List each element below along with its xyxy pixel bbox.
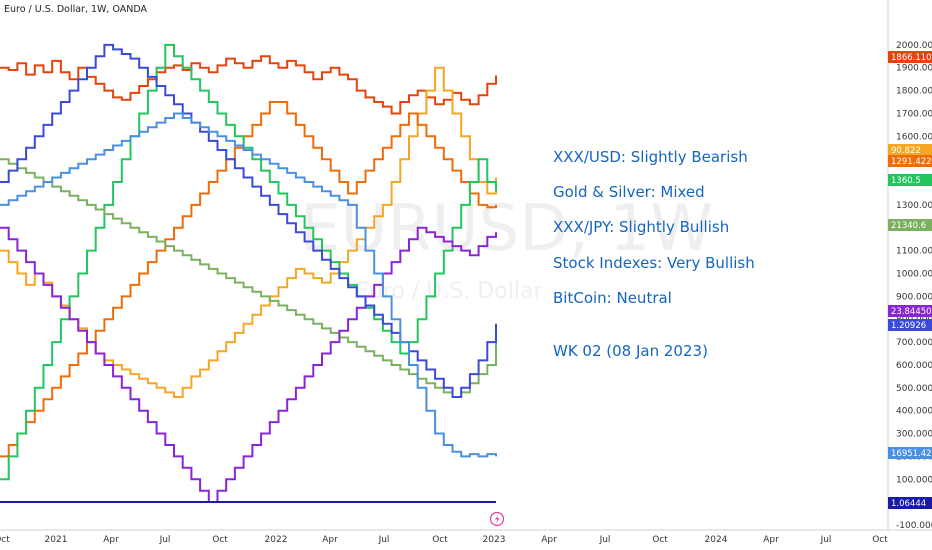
y-tick-label: 1000.00000 [896, 270, 932, 280]
x-tick-label: Apr [541, 535, 557, 545]
x-tick-label: 2024 [705, 535, 728, 545]
price-badge: 1291.422 [888, 155, 932, 167]
price-badge: 1.06444 [888, 497, 932, 509]
series-line-1 [0, 66, 497, 398]
y-tick-label: 300.00000 [896, 430, 932, 440]
x-tick-label: Jul [599, 535, 611, 545]
y-tick-label: 1800.00000 [896, 87, 932, 97]
price-badge-label: 1360.5 [891, 176, 921, 186]
price-badge: 1360.5 [888, 174, 932, 186]
series-line-5 [0, 226, 497, 503]
price-badge: 16951.42 [888, 447, 932, 459]
price-badge: 90.822 [888, 144, 932, 156]
price-badge-label: 1291.422 [891, 157, 932, 167]
y-tick-label: -100.00000 [896, 521, 932, 531]
x-tick-label: Oct [652, 535, 668, 545]
price-badge: 1.20926 [888, 319, 932, 331]
y-tick-label: 600.00000 [896, 361, 932, 371]
x-tick-label: Jul [378, 535, 390, 545]
x-tick-label: Oct [0, 535, 10, 545]
series-layer [0, 43, 497, 503]
annotation-jpy: XXX/JPY: Slightly Bullish [553, 218, 729, 236]
annotation-stock-indexes: Stock Indexes: Very Bullish [553, 254, 755, 272]
y-tick-label: 100.00000 [896, 475, 932, 485]
series-line-0 [0, 55, 497, 115]
price-badge-label: 90.822 [891, 146, 921, 156]
x-tick-label: 2023 [483, 535, 506, 545]
x-tick-label: Apr [322, 535, 338, 545]
price-badge-label: 1.20926 [891, 321, 926, 331]
y-tick-label: 1100.00000 [896, 247, 932, 257]
x-tick-label: Jul [159, 535, 171, 545]
y-tick-label: 1600.00000 [896, 132, 932, 142]
annotation-week: WK 02 (08 Jan 2023) [553, 342, 708, 360]
y-tick-label: 2000.00000 [896, 41, 932, 51]
lightning-icon[interactable] [489, 511, 505, 527]
chart-title: Euro / U.S. Dollar, 1W, OANDA [4, 4, 148, 15]
watermark-symbol: EURUSD, 1W [300, 192, 713, 266]
x-tick-label: Apr [763, 535, 779, 545]
y-tick-label: 400.00000 [896, 407, 932, 417]
price-badge-label: 23.84450 [891, 307, 932, 317]
price-badge-label: 1866.11000 [891, 53, 932, 63]
y-tick-label: 500.00000 [896, 384, 932, 394]
price-badge: 21340.6 [888, 219, 932, 231]
x-tick-label: Oct [872, 535, 888, 545]
series-line-2 [0, 101, 497, 458]
series-line-3 [0, 43, 497, 481]
series-line-7 [0, 112, 497, 458]
price-badge: 23.84450 [888, 305, 932, 317]
x-tick-label: Oct [432, 535, 448, 545]
annotation-bitcoin: BitCoin: Neutral [553, 289, 672, 307]
annotation-layer: XXX/USD: Slightly Bearish Gold & Silver:… [553, 148, 755, 360]
series-line-6 [0, 43, 497, 398]
annotation-usd: XXX/USD: Slightly Bearish [553, 148, 748, 166]
price-badge-label: 1.06444 [891, 499, 926, 509]
y-tick-label: 700.00000 [896, 338, 932, 348]
x-tick-label: Apr [103, 535, 119, 545]
y-tick-label: 1300.00000 [896, 201, 932, 211]
x-tick-label: Jul [820, 535, 832, 545]
price-badge: 1866.11000 [888, 51, 932, 63]
x-tick-label: 2022 [265, 535, 288, 545]
y-tick-label: 900.00000 [896, 292, 932, 302]
price-badge-label: 16951.42 [891, 449, 932, 459]
price-badge-label: 21340.6 [891, 221, 926, 231]
watermark-name: Euro / U.S. Dollar [355, 279, 543, 304]
y-tick-label: 1700.00000 [896, 109, 932, 119]
x-tick-label: Oct [212, 535, 228, 545]
y-tick-label: 1900.00000 [896, 64, 932, 74]
annotation-gold-silver: Gold & Silver: Mixed [553, 183, 705, 201]
x-axis[interactable]: Oct 2021 Apr Jul Oct 2022 Apr Jul Oct 2023 Apr Jul O… [0, 535, 888, 545]
x-tick-label: 2021 [45, 535, 68, 545]
